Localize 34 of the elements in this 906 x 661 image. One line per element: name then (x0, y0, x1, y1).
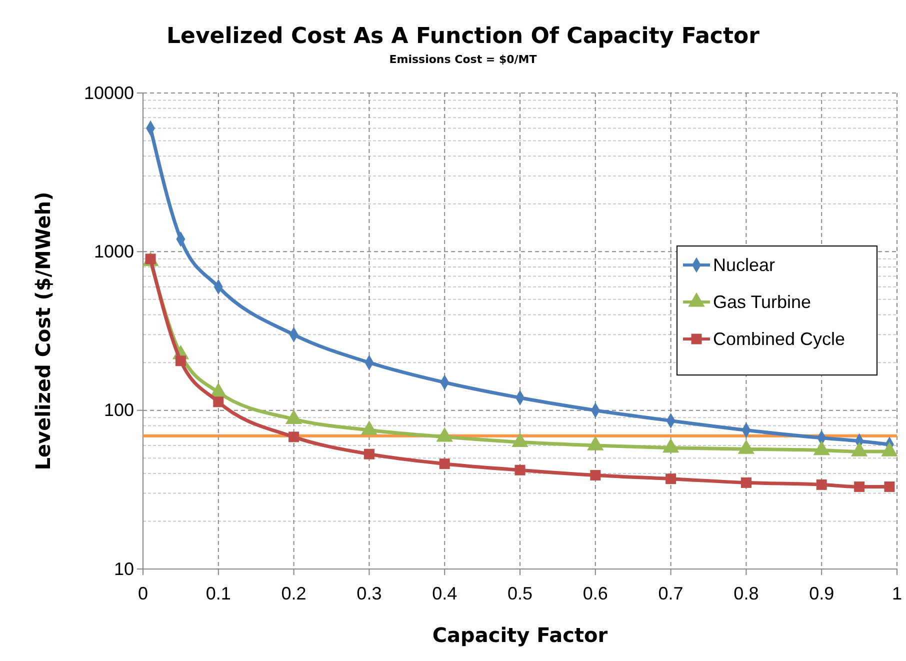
legend-label: Nuclear (713, 255, 776, 275)
point (213, 396, 224, 408)
point (666, 474, 676, 484)
point (854, 481, 865, 492)
x-tick-label: 0 (138, 584, 148, 604)
x-tick-label: 0.2 (281, 584, 306, 604)
x-tick-label: 0.3 (356, 584, 382, 604)
x-tick-label: 1 (892, 584, 902, 604)
point (590, 470, 601, 480)
x-tick-label: 0.9 (809, 584, 834, 604)
point (175, 356, 186, 366)
x-tick-label: 0.6 (582, 584, 608, 604)
chart-subtitle: Emissions Cost = $0/MT (389, 53, 538, 66)
point (740, 477, 752, 488)
y-tick-label: 10 (114, 558, 134, 579)
point (439, 458, 450, 470)
y-tick-label: 100 (104, 400, 134, 420)
legend-label: Combined Cycle (713, 329, 846, 349)
x-tick-label: 0.4 (432, 584, 458, 604)
chart-title: Levelized Cost As A Function Of Capacity Factor (166, 24, 760, 49)
x-tick-label: 0.7 (658, 584, 684, 604)
x-tick-label: 0.5 (507, 584, 533, 604)
legend-label: Gas Turbine (713, 292, 812, 312)
point (816, 479, 827, 490)
x-axis-title: Capacity Factor (432, 623, 608, 647)
point (364, 448, 374, 460)
point (884, 481, 895, 492)
y-tick-label: 1000 (94, 241, 134, 262)
x-tick-label: 0.1 (206, 584, 231, 604)
y-tick-label: 10000 (84, 82, 134, 103)
x-tick-label: 0.8 (734, 584, 759, 604)
y-axis-title: Levelized Cost ($/MWeh) (31, 192, 55, 470)
point (514, 464, 526, 476)
point (288, 432, 300, 442)
